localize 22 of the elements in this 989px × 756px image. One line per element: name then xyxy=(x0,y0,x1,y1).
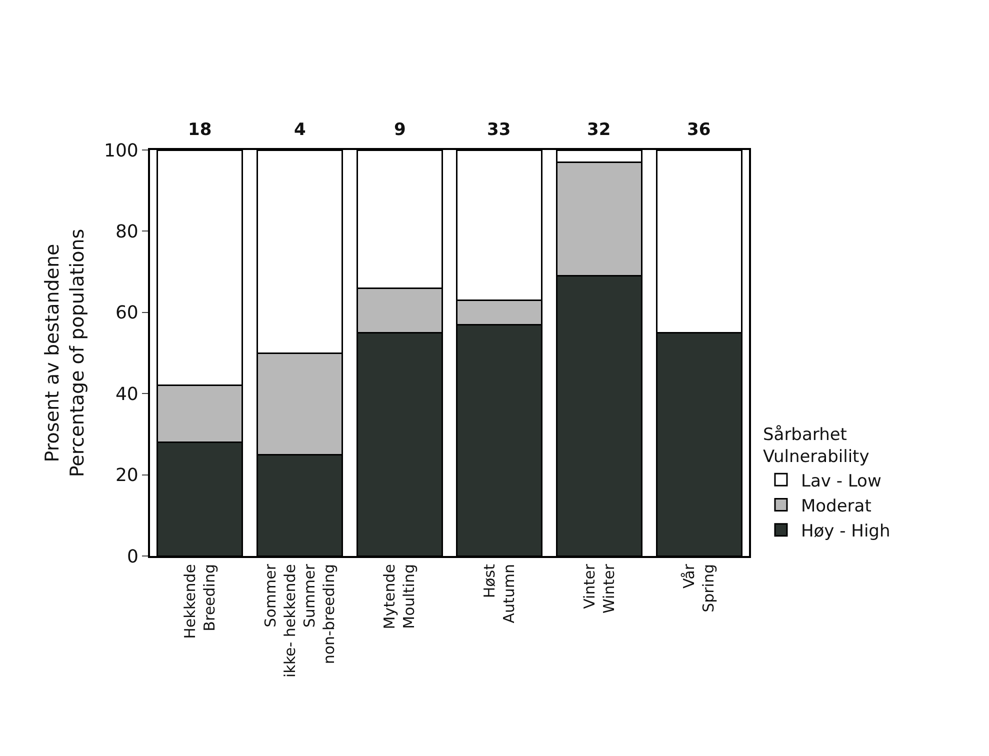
y-tick-label: 100 xyxy=(104,140,138,162)
y-tick-label: 80 xyxy=(115,222,138,242)
legend-label: Høy - High xyxy=(800,521,890,542)
y-tick-label: 60 xyxy=(115,302,138,324)
x-tick-label: Hekkende Breeding xyxy=(181,564,219,639)
x-tick-label: Vinter Winter xyxy=(580,563,618,614)
x-tick-label: Høst Autumn xyxy=(480,564,518,624)
text: 18 xyxy=(188,120,212,140)
legend-label: Moderat xyxy=(800,496,872,516)
text: 36 xyxy=(687,120,711,140)
y-axis-title: Prosent av bestandene Percentage of populations xyxy=(42,228,88,478)
legend-label: Lav - Low xyxy=(800,471,882,492)
x-tick-label: Sommer ikke- hekkende Summer non-breeding xyxy=(261,563,338,678)
legend-title: Sårbarhet Vulnerability xyxy=(762,424,870,468)
text: 32 xyxy=(587,120,611,140)
y-tick-label: 0 xyxy=(126,546,138,568)
y-tick-label: 40 xyxy=(115,384,138,405)
x-tick-label: Vår Spring xyxy=(680,563,718,612)
text: 4 xyxy=(294,120,306,140)
text: 9 xyxy=(394,120,406,140)
text: 33 xyxy=(487,120,511,140)
y-tick-label: 20 xyxy=(115,465,138,486)
